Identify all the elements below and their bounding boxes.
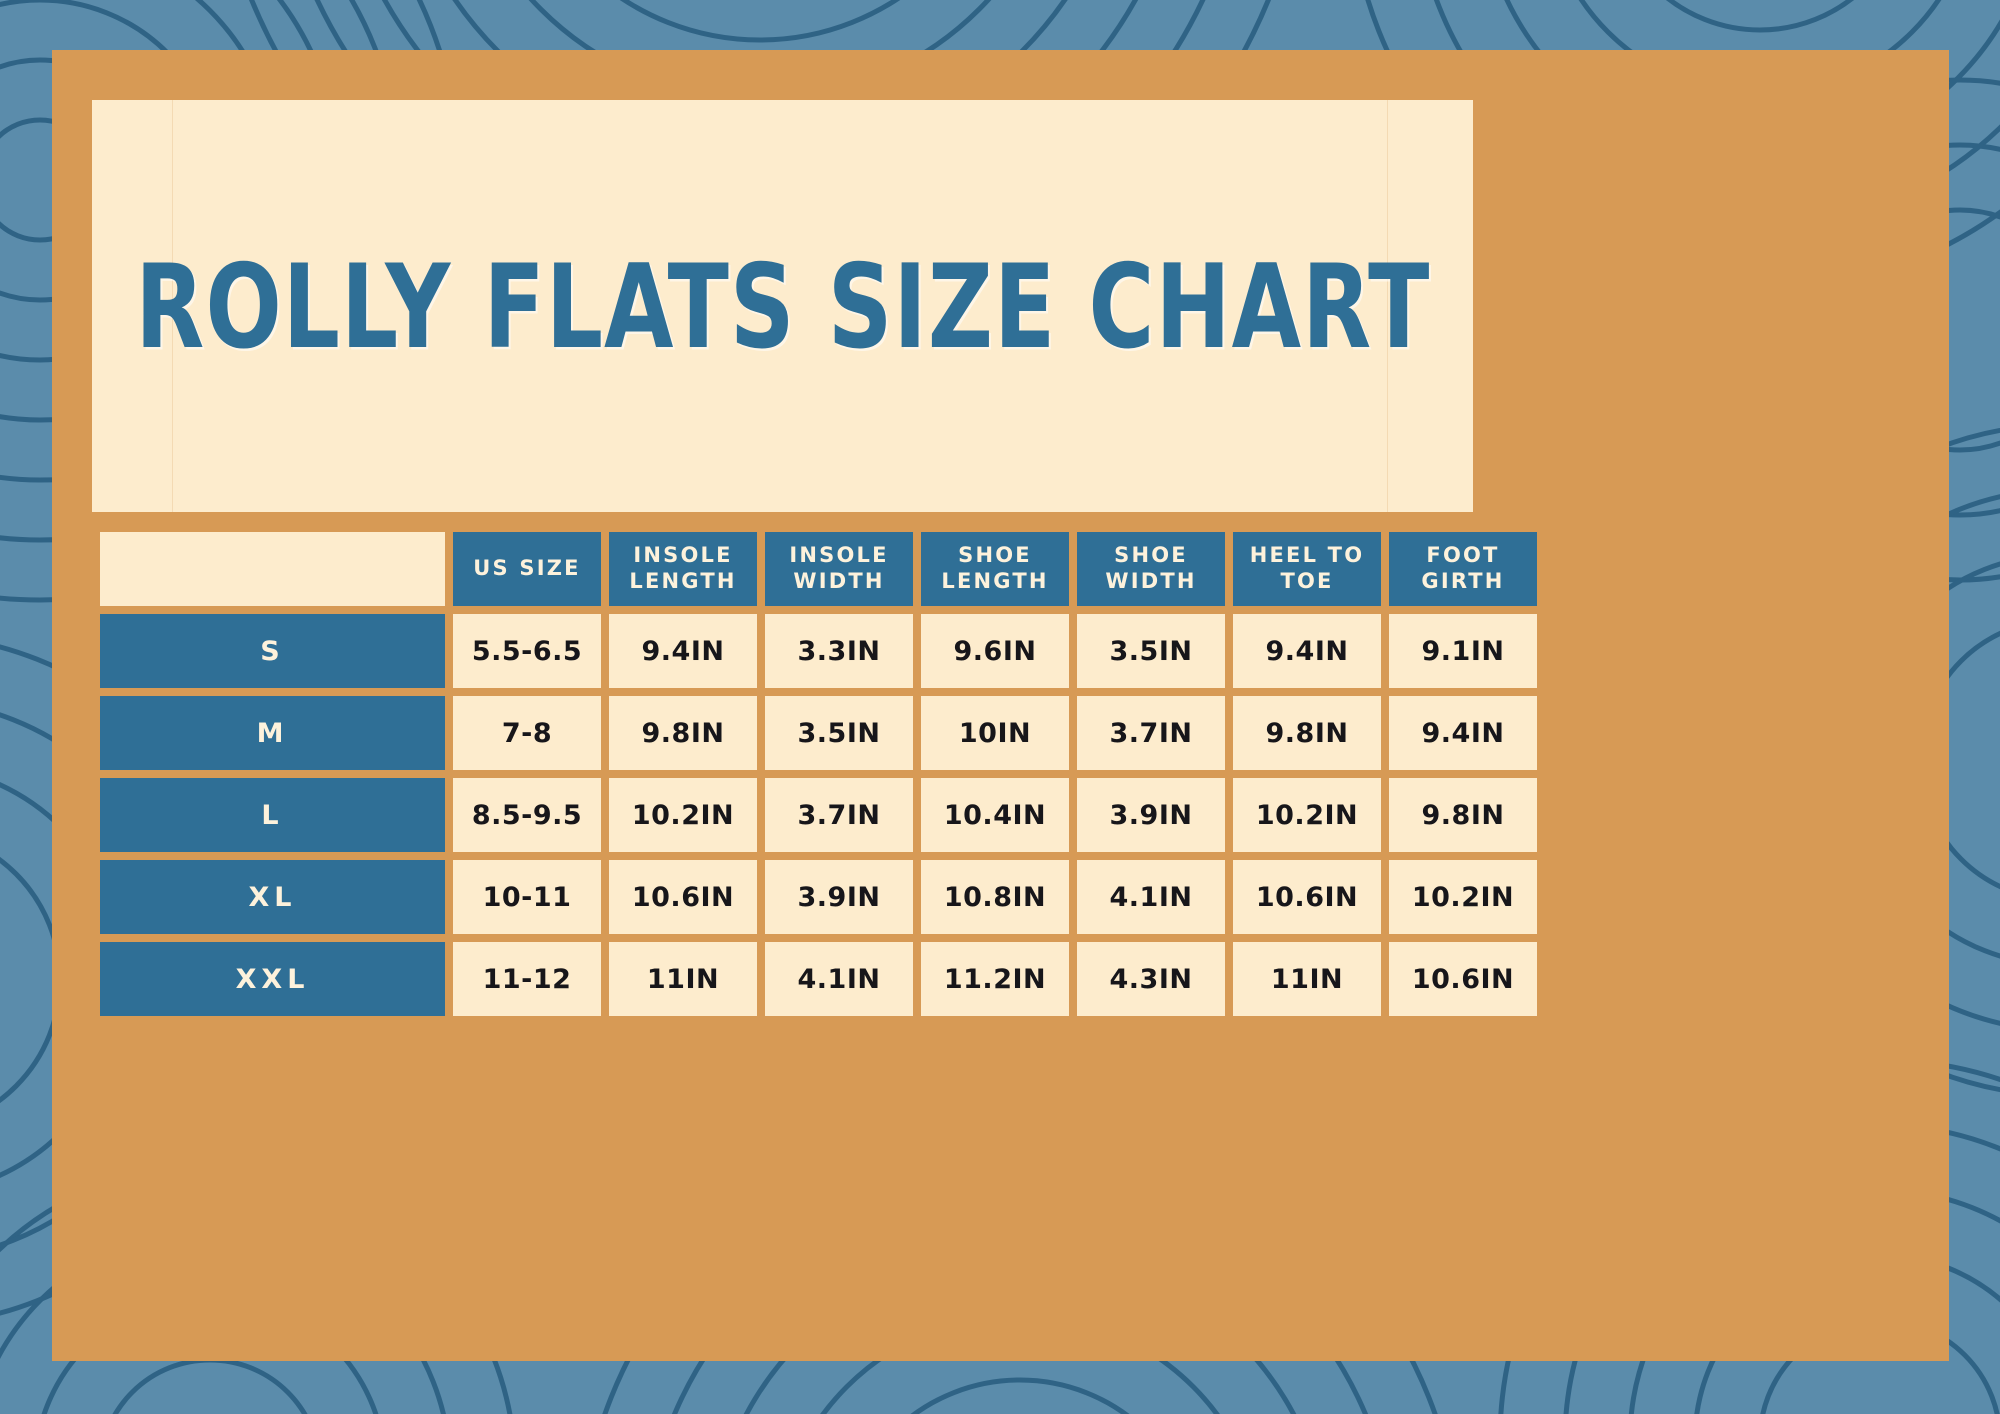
cell-xxl-heel-to-toe: 11IN: [1233, 942, 1381, 1016]
cell-l-insole-length: 10.2IN: [609, 778, 757, 852]
table-header-row: US SIZE INSOLE LENGTH INSOLE WIDTH SHOE …: [100, 532, 1537, 606]
size-label-s: S: [100, 614, 445, 688]
cell-xxl-us-size: 11-12: [453, 942, 601, 1016]
cell-xxl-shoe-width: 4.3IN: [1077, 942, 1225, 1016]
cell-m-foot-girth: 9.4IN: [1389, 696, 1537, 770]
cell-xl-shoe-length: 10.8IN: [921, 860, 1069, 934]
header-us-size: US SIZE: [453, 532, 601, 606]
table-row: XL 10-11 10.6IN 3.9IN 10.8IN 4.1IN 10.6I…: [100, 860, 1537, 934]
header-corner-blank: [100, 532, 445, 606]
cell-xl-insole-width: 3.9IN: [765, 860, 913, 934]
cell-xl-shoe-width: 4.1IN: [1077, 860, 1225, 934]
cell-m-insole-width: 3.5IN: [765, 696, 913, 770]
cell-s-shoe-length: 9.6IN: [921, 614, 1069, 688]
header-heel-to-toe: HEEL TO TOE: [1233, 532, 1381, 606]
cell-s-shoe-width: 3.5IN: [1077, 614, 1225, 688]
cell-s-insole-length: 9.4IN: [609, 614, 757, 688]
title-panel: ROLLY FLATS SIZE CHART: [92, 100, 1473, 512]
cell-s-heel-to-toe: 9.4IN: [1233, 614, 1381, 688]
cell-m-insole-length: 9.8IN: [609, 696, 757, 770]
cell-xl-foot-girth: 10.2IN: [1389, 860, 1537, 934]
cell-xxl-foot-girth: 10.6IN: [1389, 942, 1537, 1016]
cell-s-foot-girth: 9.1IN: [1389, 614, 1537, 688]
table-row: XXL 11-12 11IN 4.1IN 11.2IN 4.3IN 11IN 1…: [100, 942, 1537, 1016]
cell-l-shoe-length: 10.4IN: [921, 778, 1069, 852]
size-chart-table: US SIZE INSOLE LENGTH INSOLE WIDTH SHOE …: [92, 524, 1545, 1024]
cell-l-shoe-width: 3.9IN: [1077, 778, 1225, 852]
cell-xxl-insole-length: 11IN: [609, 942, 757, 1016]
table-row: M 7-8 9.8IN 3.5IN 10IN 3.7IN 9.8IN 9.4IN: [100, 696, 1537, 770]
cell-s-us-size: 5.5-6.5: [453, 614, 601, 688]
cell-m-shoe-length: 10IN: [921, 696, 1069, 770]
cell-xxl-insole-width: 4.1IN: [765, 942, 913, 1016]
cell-l-insole-width: 3.7IN: [765, 778, 913, 852]
cell-l-foot-girth: 9.8IN: [1389, 778, 1537, 852]
cell-s-insole-width: 3.3IN: [765, 614, 913, 688]
size-label-m: M: [100, 696, 445, 770]
header-foot-girth: FOOT GIRTH: [1389, 532, 1537, 606]
table-row: L 8.5-9.5 10.2IN 3.7IN 10.4IN 3.9IN 10.2…: [100, 778, 1537, 852]
header-insole-width: INSOLE WIDTH: [765, 532, 913, 606]
cell-xxl-shoe-length: 11.2IN: [921, 942, 1069, 1016]
size-table-container: US SIZE INSOLE LENGTH INSOLE WIDTH SHOE …: [92, 524, 1537, 1024]
page-title: ROLLY FLATS SIZE CHART: [134, 238, 1431, 374]
cell-xl-us-size: 10-11: [453, 860, 601, 934]
cell-xl-insole-length: 10.6IN: [609, 860, 757, 934]
table-row: S 5.5-6.5 9.4IN 3.3IN 9.6IN 3.5IN 9.4IN …: [100, 614, 1537, 688]
cell-xl-heel-to-toe: 10.6IN: [1233, 860, 1381, 934]
cell-l-us-size: 8.5-9.5: [453, 778, 601, 852]
cell-m-us-size: 7-8: [453, 696, 601, 770]
cell-m-heel-to-toe: 9.8IN: [1233, 696, 1381, 770]
size-label-xxl: XXL: [100, 942, 445, 1016]
size-label-l: L: [100, 778, 445, 852]
size-label-xl: XL: [100, 860, 445, 934]
header-shoe-length: SHOE LENGTH: [921, 532, 1069, 606]
header-shoe-width: SHOE WIDTH: [1077, 532, 1225, 606]
cell-m-shoe-width: 3.7IN: [1077, 696, 1225, 770]
cell-l-heel-to-toe: 10.2IN: [1233, 778, 1381, 852]
header-insole-length: INSOLE LENGTH: [609, 532, 757, 606]
